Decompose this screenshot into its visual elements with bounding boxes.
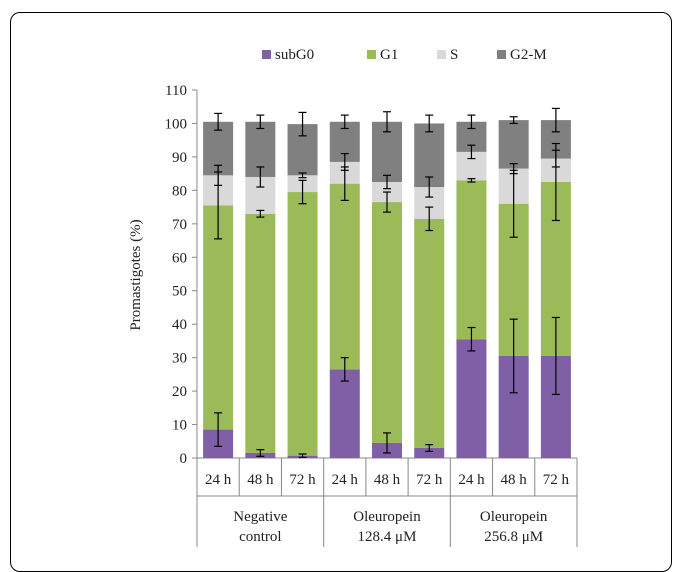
y-tick-label: 110 <box>165 83 187 99</box>
group-label: Oleuropein <box>480 509 548 525</box>
error-bar-g2-m <box>298 111 307 137</box>
error-bar-subg0 <box>214 412 223 447</box>
y-tick-label: 10 <box>172 418 187 434</box>
bar-segment-g1 <box>414 218 445 448</box>
y-tick-label: 80 <box>172 183 187 199</box>
error-bar-g1 <box>425 206 434 232</box>
x-tick-label: 72 h <box>543 472 570 488</box>
group-label: 128.4 μM <box>358 529 417 545</box>
y-tick-label: 20 <box>172 384 187 400</box>
legend-swatch-subg0 <box>262 50 271 59</box>
error-bar-subg0 <box>425 444 434 452</box>
y-tick-label: 40 <box>172 317 187 333</box>
error-bar-g2-m <box>467 114 476 130</box>
stacked-bar-chart: subG0 G1 S G2-M 0 10 20 30 40 50 60 70 80 90 100 110 2… <box>128 47 578 547</box>
legend-swatch-g1 <box>367 50 376 59</box>
x-tick-label: 24 h <box>205 472 232 488</box>
bar-segment-g1 <box>372 202 402 443</box>
legend-label: G1 <box>380 47 398 63</box>
group-label: control <box>239 529 282 545</box>
bar-segment-g1 <box>287 192 318 456</box>
error-bar-s <box>425 176 434 198</box>
error-bar-g2-m <box>509 116 518 125</box>
x-tick-label: 72 h <box>416 472 443 488</box>
error-bar-subg0 <box>298 453 307 458</box>
error-bar-g2-m <box>425 114 434 133</box>
y-tick-label: 30 <box>172 351 187 367</box>
bars <box>203 120 571 458</box>
x-tick-label: 48 h <box>374 472 401 488</box>
error-bar-s <box>214 164 223 186</box>
legend-swatch-g2-m <box>497 50 506 59</box>
y-tick-label: 70 <box>172 217 187 233</box>
bar-segment-g1 <box>329 183 360 370</box>
x-tick-label: 48 h <box>247 472 274 488</box>
y-tick-label: 100 <box>165 116 188 132</box>
bar-segment-subg0 <box>414 447 445 458</box>
error-bar-g2-m <box>214 112 223 131</box>
error-bar-subg0 <box>509 318 518 394</box>
legend-label: subG0 <box>275 47 314 63</box>
x-tick-label: 24 h <box>458 472 485 488</box>
bar-segment-subg0 <box>456 339 487 458</box>
x-axis-table: 24 h 48 h 72 h 24 h 48 h 72 h 24 h 48 h 72 h Nega… <box>196 458 578 547</box>
group-label: 256.8 μM <box>484 529 543 545</box>
legend-label: G2-M <box>510 47 547 63</box>
error-bar-s <box>256 166 265 188</box>
error-bar-subg0 <box>467 326 476 352</box>
error-bar-subg0 <box>340 357 349 382</box>
error-bar-g2-m <box>340 114 349 130</box>
error-bar-g2-m <box>551 107 560 133</box>
bar-segment-g1 <box>456 180 487 340</box>
group-label: Negative <box>233 509 287 525</box>
y-tick-label: 50 <box>172 284 187 300</box>
error-bar-g1 <box>383 191 391 213</box>
bar-segment-subg0 <box>329 369 360 458</box>
y-tick-label: 0 <box>180 451 188 467</box>
error-bar-g2-m <box>383 111 391 133</box>
y-tick-label: 90 <box>172 150 187 166</box>
error-bar-s <box>298 172 307 179</box>
legend: subG0 G1 S G2-M <box>262 47 547 63</box>
error-bar-s <box>383 174 391 190</box>
x-tick-label: 24 h <box>332 472 359 488</box>
x-tick-label: 72 h <box>289 472 316 488</box>
error-bar-g1 <box>467 178 476 183</box>
error-bar-subg0 <box>551 316 560 396</box>
legend-swatch-s <box>437 50 446 59</box>
error-bar-g1 <box>298 179 307 205</box>
x-tick-label: 48 h <box>501 472 528 488</box>
error-bars <box>214 107 560 458</box>
error-bar-s <box>551 149 560 168</box>
y-tick-label: 60 <box>172 250 187 266</box>
group-label: Oleuropein <box>353 509 421 525</box>
error-bar-subg0 <box>256 449 265 457</box>
bar-segment-g1 <box>203 205 234 430</box>
error-bar-s <box>340 152 349 171</box>
bar-segment-g1 <box>245 213 276 453</box>
error-bar-s <box>467 144 476 160</box>
error-bar-subg0 <box>383 432 391 454</box>
legend-label: S <box>450 47 458 63</box>
error-bar-s <box>509 163 518 175</box>
error-bar-g2-m <box>256 114 265 130</box>
y-axis-label: Promastigotes (%) <box>128 219 144 330</box>
bar-segment-g2-m <box>498 120 529 169</box>
error-bar-g1 <box>256 209 265 218</box>
